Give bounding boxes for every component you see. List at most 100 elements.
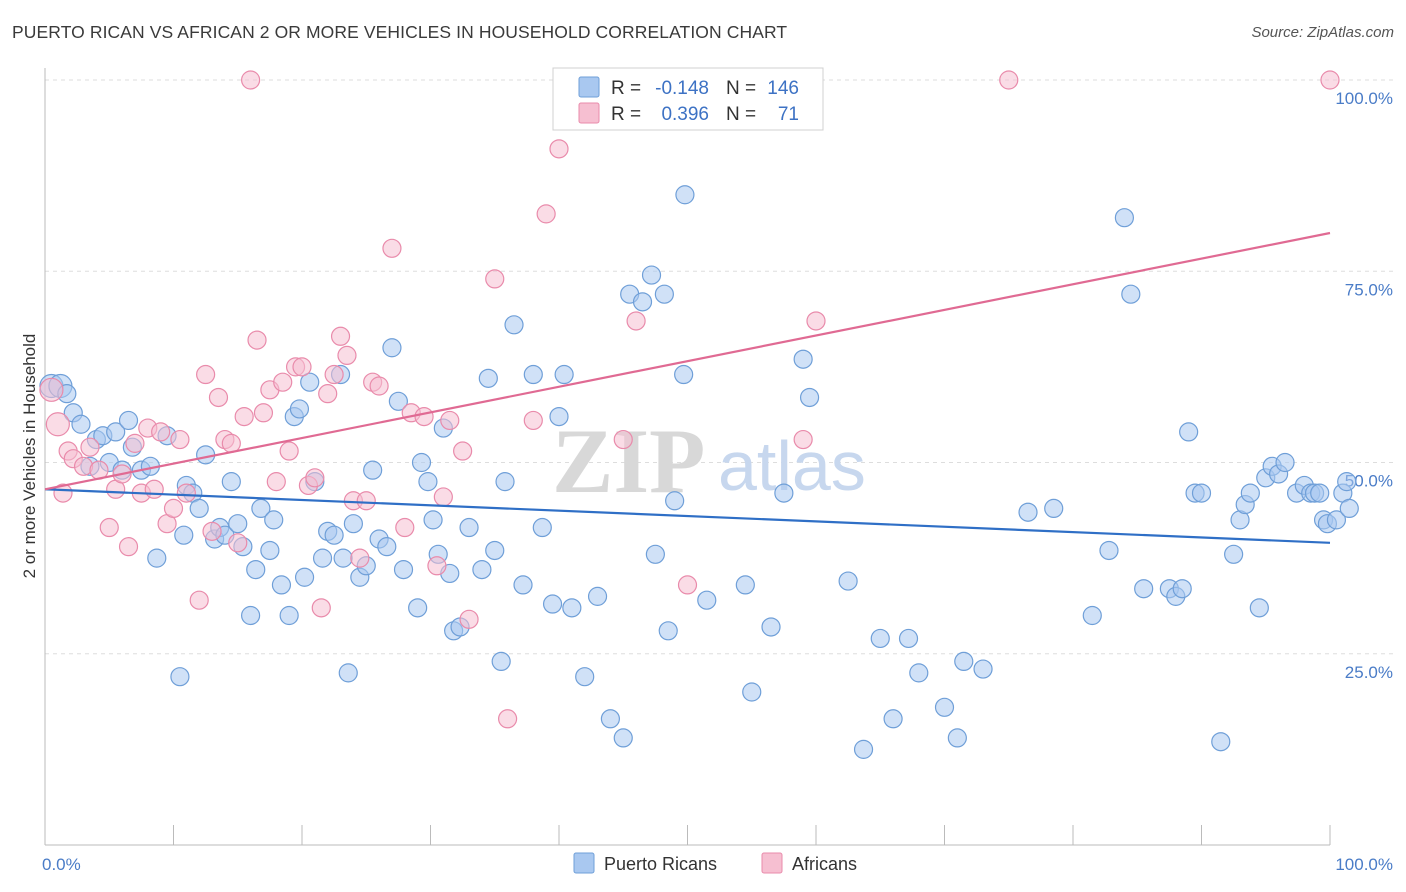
point-puerto-rican (260, 540, 280, 561)
point-puerto-rican (523, 364, 543, 385)
point-african (536, 204, 556, 224)
point-african (498, 709, 518, 729)
point-puerto-rican (246, 559, 266, 580)
point-african (266, 472, 286, 492)
point-puerto-rican (338, 663, 358, 683)
point-puerto-rican (1172, 579, 1192, 599)
point-puerto-rican (554, 364, 574, 385)
point-african (677, 575, 698, 595)
point-african (80, 437, 100, 457)
point-puerto-rican (883, 709, 903, 729)
legend-swatch-blue (578, 76, 600, 98)
point-puerto-rican (491, 651, 511, 672)
y-tick-label: 25.0% (1345, 663, 1393, 682)
point-puerto-rican (324, 525, 344, 545)
point-puerto-rican (196, 445, 216, 465)
point-puerto-rican (674, 364, 694, 385)
point-puerto-rican (1337, 472, 1357, 492)
point-puerto-rican (675, 185, 695, 205)
point-puerto-rican (973, 659, 993, 679)
stats-legend: R = -0.148 N = 146 R = 0.396 N = 71 (552, 67, 824, 131)
point-african (523, 410, 543, 431)
point-african (427, 556, 447, 576)
point-puerto-rican (742, 682, 762, 702)
legend-r-value-pink: 0.396 (661, 104, 709, 125)
point-african (369, 376, 389, 396)
legend-r-label-blue: R = (611, 78, 641, 99)
point-puerto-rican (1249, 598, 1269, 618)
point-puerto-rican (838, 571, 858, 591)
point-african (330, 326, 351, 346)
point-puerto-rican (1044, 498, 1064, 518)
point-african (118, 537, 139, 557)
point-puerto-rican (300, 372, 320, 392)
legend-n-value-pink: 71 (778, 104, 799, 125)
point-puerto-rican (495, 472, 515, 492)
point-puerto-rican (228, 514, 248, 534)
point-puerto-rican (485, 540, 505, 561)
point-puerto-rican (665, 491, 685, 511)
point-puerto-rican (658, 621, 678, 641)
point-african (311, 598, 331, 618)
point-african (1320, 70, 1340, 90)
bottom-legend: Puerto Ricans Africans (573, 852, 857, 874)
point-african (228, 533, 248, 553)
point-african (395, 517, 415, 538)
point-african (356, 491, 376, 511)
point-puerto-rican (408, 598, 428, 618)
point-puerto-rican (393, 559, 414, 580)
series-africans (39, 70, 1340, 729)
point-puerto-rican (289, 399, 310, 419)
point-puerto-rican (793, 349, 813, 369)
point-african (163, 498, 184, 518)
point-african (196, 364, 216, 385)
point-puerto-rican (853, 739, 874, 759)
point-puerto-rican (1114, 208, 1135, 228)
point-puerto-rican (1134, 579, 1154, 599)
y-tick-label: 100.0% (1335, 89, 1393, 108)
point-puerto-rican (532, 517, 552, 538)
point-puerto-rican (774, 483, 794, 503)
point-puerto-rican (279, 605, 299, 626)
point-puerto-rican (411, 452, 432, 473)
point-african (626, 311, 646, 331)
point-puerto-rican (382, 338, 402, 358)
point-puerto-rican (170, 667, 190, 687)
axes: 25.0% 50.0% 75.0% 100.0% 0.0% 100.0% (42, 68, 1393, 874)
chart-title: PUERTO RICAN VS AFRICAN 2 OR MORE VEHICL… (12, 22, 788, 42)
point-african (305, 468, 325, 488)
point-african (45, 412, 70, 437)
point-african (247, 330, 267, 350)
point-african (382, 238, 402, 258)
point-african (440, 410, 460, 431)
point-puerto-rican (388, 391, 408, 411)
point-puerto-rican (343, 514, 363, 534)
point-puerto-rican (271, 575, 292, 595)
point-puerto-rican (251, 498, 271, 518)
point-puerto-rican (542, 594, 563, 614)
point-african (318, 384, 338, 404)
bottom-legend-swatch-pink (761, 852, 783, 874)
y-axis-title: 2 or more Vehicles in Household (20, 334, 39, 579)
point-puerto-rican (954, 651, 974, 672)
point-puerto-rican (418, 472, 438, 492)
point-puerto-rican (118, 410, 139, 431)
point-puerto-rican (333, 548, 353, 568)
point-puerto-rican (549, 407, 569, 427)
point-puerto-rican (645, 544, 665, 564)
point-african (208, 387, 229, 408)
point-african (202, 521, 222, 541)
point-puerto-rican (1121, 284, 1141, 304)
point-puerto-rican (1082, 605, 1102, 626)
point-puerto-rican (641, 265, 662, 285)
point-puerto-rican (1179, 422, 1199, 442)
point-puerto-rican (761, 617, 781, 637)
point-puerto-rican (1224, 544, 1244, 564)
point-puerto-rican (1339, 498, 1359, 518)
point-puerto-rican (513, 575, 533, 595)
point-african (99, 517, 119, 538)
point-african (39, 377, 64, 402)
point-puerto-rican (1211, 732, 1231, 752)
point-african (806, 311, 826, 331)
